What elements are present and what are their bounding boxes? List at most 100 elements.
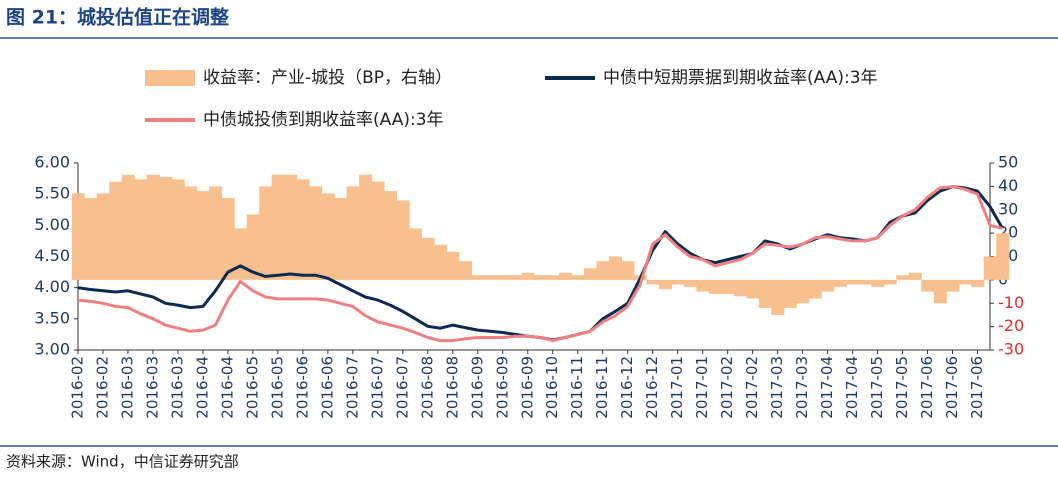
x-tick-label: 2016-12	[618, 356, 636, 419]
x-tick-label: 2016-12	[643, 356, 661, 419]
area-bar	[796, 279, 810, 304]
area-bar	[783, 279, 797, 308]
line	[77, 185, 1003, 343]
x-tick-label: 2016-04	[193, 356, 211, 419]
x-tick-label: 2016-02	[93, 356, 111, 419]
x-tick-label: 2016-03	[143, 356, 161, 419]
area-bar	[833, 279, 847, 287]
area-bar	[883, 279, 897, 285]
x-tick-label: 2016-09	[518, 356, 536, 419]
area-bar	[534, 275, 547, 280]
y-tick-label: 4.00	[34, 277, 70, 296]
area-bar	[996, 233, 1010, 280]
source: 资料来源：Wind，中信证券研究部	[6, 453, 239, 471]
x-tick-label: 2017-02	[743, 356, 761, 419]
area-bar	[96, 193, 110, 280]
area-bar	[558, 272, 572, 280]
x-tick-label: 2016-05	[243, 356, 261, 419]
area-bar	[71, 193, 85, 280]
area-bar	[771, 279, 785, 315]
x-tick-label: 2016-10	[543, 356, 561, 419]
area-bar	[196, 191, 210, 280]
area-bar	[409, 228, 423, 280]
area-bar	[896, 275, 910, 280]
area-bar	[371, 181, 385, 280]
area-bar	[296, 179, 310, 280]
area-bar	[434, 244, 448, 280]
area-bar	[746, 279, 760, 299]
area-bar	[546, 275, 560, 280]
y-tick-label: 5.00	[34, 215, 70, 234]
area-bar	[134, 179, 148, 280]
area-bar	[733, 279, 747, 297]
area-bar	[946, 279, 960, 292]
y-tick-label: 3.00	[34, 340, 70, 359]
x-tick-label: 2016-11	[593, 356, 611, 419]
area-bar	[121, 174, 135, 280]
legend-label: 中债中短期票据到期收益率(AA):3年	[603, 68, 878, 88]
x-tick-label: 2017-03	[768, 356, 786, 419]
y2-tick-label: 40	[998, 176, 1018, 195]
area-bar	[908, 272, 922, 280]
area-bar	[571, 275, 585, 280]
x-tick-label: 2016-05	[268, 356, 286, 419]
y-tick-label: 4.50	[34, 246, 70, 265]
area-bar	[146, 174, 160, 280]
area-bar	[983, 256, 997, 280]
x-tick-label: 2016-06	[293, 356, 311, 419]
area-bar	[209, 186, 223, 280]
area-bar	[334, 198, 348, 280]
area-bar	[221, 198, 235, 280]
x-tick-label: 2016-02	[69, 356, 87, 419]
area-bar	[758, 279, 772, 308]
x-tick-label: 2016-07	[393, 356, 411, 419]
x-tick-label: 2016-08	[443, 356, 461, 419]
area-bar	[384, 191, 398, 280]
area-bar	[671, 279, 685, 285]
area-bar	[484, 275, 498, 280]
area-bar	[284, 174, 298, 280]
area-bar	[159, 177, 173, 280]
area-bar	[696, 279, 710, 292]
area-bar	[171, 179, 185, 280]
x-tick-label: 2016-08	[418, 356, 436, 419]
area-bar	[858, 279, 872, 285]
area-bar	[109, 181, 123, 280]
area-bar	[646, 279, 660, 285]
x-tick-label: 2016-09	[468, 356, 486, 419]
x-tick-label: 2017-06	[918, 356, 936, 419]
x-tick-label: 2017-06	[968, 356, 986, 419]
x-tick-label: 2017-01	[693, 356, 711, 419]
x-tick-label: 2017-04	[843, 356, 861, 419]
y2-tick-label: -30	[998, 340, 1024, 359]
y2-tick-label: -20	[998, 316, 1024, 335]
x-tick-label: 2017-05	[868, 356, 886, 419]
area-bar	[309, 186, 323, 280]
y-tick-label: 3.50	[34, 308, 70, 327]
area-bar	[808, 279, 822, 299]
x-tick-label: 2016-03	[168, 356, 186, 419]
legend-label: 中债城投债到期收益率(AA):3年	[203, 110, 444, 130]
area-bar	[421, 237, 435, 280]
area-bar	[509, 275, 523, 280]
area-bar	[446, 251, 460, 280]
x-tick-label: 2017-01	[668, 356, 686, 419]
chart-title: 图 21：城投估值正在调整	[6, 6, 229, 29]
area-bar	[621, 261, 635, 280]
area-bar	[971, 279, 985, 287]
area-bar	[658, 279, 672, 290]
area-bar	[846, 279, 860, 285]
y2-tick-label: -10	[998, 293, 1024, 312]
area-bar	[721, 279, 735, 294]
area-bar	[359, 174, 373, 280]
x-tick-label: 2017-06	[943, 356, 961, 419]
x-tick-label: 2016-04	[218, 356, 236, 419]
area-bar	[871, 279, 885, 287]
area-bar	[521, 272, 535, 280]
area-bar	[708, 279, 722, 294]
x-tick-label: 2017-04	[818, 356, 836, 419]
area-bar	[496, 275, 510, 280]
x-tick-label: 2016-06	[318, 356, 336, 419]
area-bar	[821, 279, 835, 292]
